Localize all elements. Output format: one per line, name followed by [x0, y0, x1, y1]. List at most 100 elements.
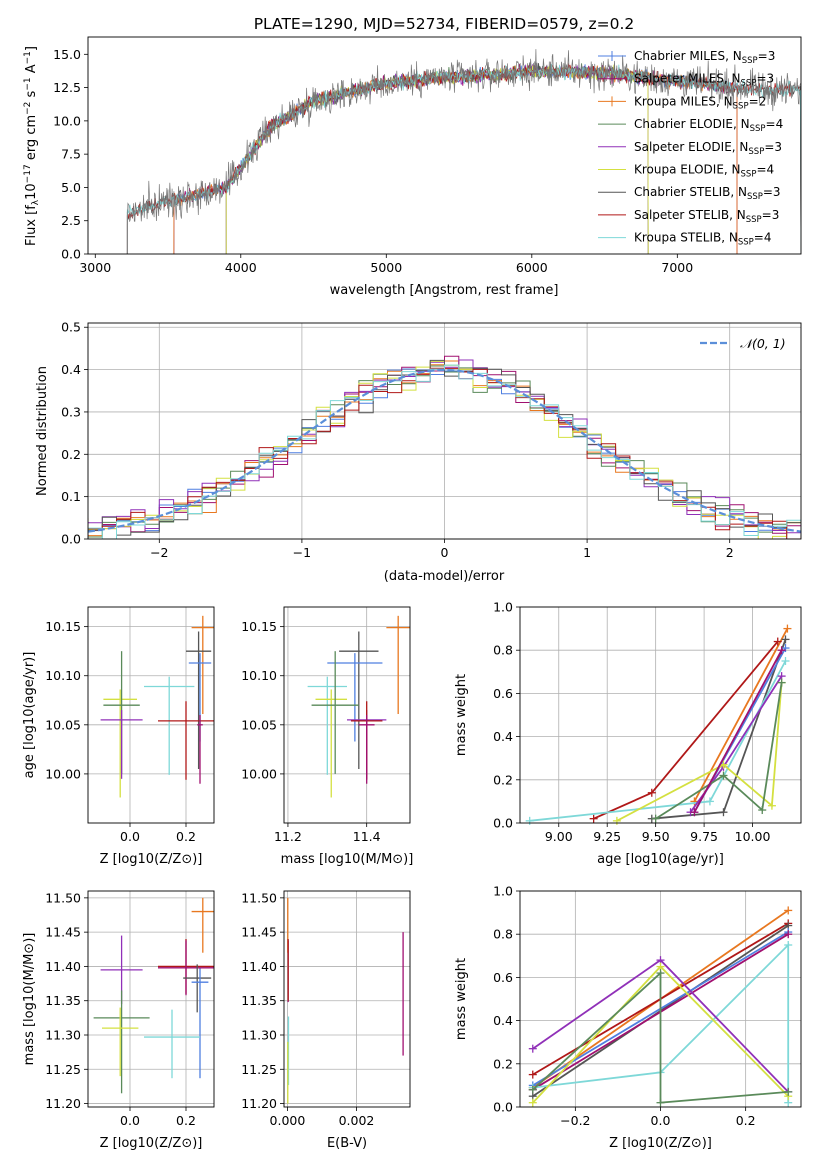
model-spectrum-line	[126, 62, 801, 254]
x-tick-label: −2	[150, 545, 168, 560]
legend-count: =2	[749, 94, 767, 108]
x-tick-label: 11.4	[353, 829, 381, 844]
legend-label: Salpeter STELIB, NSSP=3	[634, 208, 779, 225]
axes-frame	[519, 890, 802, 1108]
legend-label: Salpeter ELODIE, NSSP=3	[634, 140, 782, 157]
x-tick-label: 0.2	[176, 829, 196, 844]
x-tick-label: 0.0	[651, 1113, 671, 1128]
x-tick-label: 4000	[225, 260, 257, 275]
y-tick-label: 0.4	[61, 362, 81, 377]
x-tick-label: −1	[293, 545, 311, 560]
x-tick-label: 6000	[516, 260, 548, 275]
figure-title: PLATE=1290, MJD=52734, FIBERID=0579, z=0…	[254, 15, 635, 33]
y-tick-label: 11.20	[241, 1096, 277, 1111]
residuals-axes-frame	[87, 322, 802, 540]
residuals-legend: 𝒩(0, 1)	[700, 336, 786, 351]
legend-name: Chabrier ELODIE, N	[634, 117, 750, 131]
spectrum-axes-frame	[87, 36, 802, 255]
weight-line	[616, 682, 783, 822]
y-tick-label: 11.30	[45, 1028, 81, 1043]
weight-vs-age-panel: 9.00 9.25 9.50 9.75 10.00 0.0 0.2 0.4 0.6 0.8 1.0 a…	[454, 600, 802, 867]
legend-count: =3	[764, 140, 782, 154]
legend-label: Kroupa STELIB, NSSP=4	[634, 231, 772, 248]
x-tick-label: 0.000	[270, 1113, 306, 1128]
spectrum-ylabel-units: erg cm	[24, 115, 39, 164]
legend-count: =4	[766, 117, 784, 131]
residuals-axes: −2 −1 0 1 2 0.0 0.1 0.2 0.3 0.4 0.5	[61, 320, 801, 560]
y-tick-label: 2.5	[61, 213, 81, 228]
residuals-ylabel: Normed distribution	[35, 366, 50, 496]
spectrum-xlabel: wavelength [Angstrom, rest frame]	[330, 283, 559, 298]
weight-line	[532, 971, 789, 1104]
y-tick-label: 0.3	[61, 404, 81, 419]
y-tick-label: 11.50	[241, 890, 277, 905]
x-axis-label: mass [log10(M/M⊙)]	[281, 852, 414, 867]
model-spectrum-line	[225, 63, 649, 254]
weight-line	[693, 649, 783, 813]
legend-name: Kroupa STELIB, N	[634, 231, 738, 245]
legend-label: Kroupa MILES, NSSP=2	[634, 94, 766, 111]
legend-name: Salpeter ELODIE, N	[634, 140, 748, 154]
legend-sub: SSP	[746, 215, 762, 225]
y-tick-label: 0.0	[61, 532, 81, 547]
histogram-lines	[88, 355, 801, 539]
spectrum-axes: 3000 4000 5000 6000 7000 0.0 2.5 5.0 7.5 10.0 12.5…	[53, 47, 693, 275]
weight-vs-Z-panel: −0.2 0.0 0.2 0.0 0.2 0.4 0.6 0.8 1.0 Z [log10(Z/Z…	[454, 884, 802, 1151]
y-tick-label: 10.00	[45, 766, 81, 781]
spectrum-ylabel-sup: −17	[23, 164, 33, 183]
axes-frame	[87, 890, 215, 1108]
spectrum-ylabel-rest: 10	[24, 183, 39, 200]
y-tick-label: 11.40	[45, 959, 81, 974]
legend-label: Kroupa ELODIE, NSSP=4	[634, 163, 774, 180]
y-axis-label: age [log10(age/yr)]	[22, 652, 37, 779]
y-tick-label: 0.2	[493, 1056, 513, 1071]
spectrum-ylabel-sup2: −2	[23, 102, 33, 115]
legend-name: Kroupa MILES, N	[634, 94, 733, 108]
x-tick-label: 0.0	[120, 829, 140, 844]
weight-line	[532, 942, 790, 1103]
model-spectrum-line	[126, 63, 801, 254]
x-tick-label: 0.002	[339, 1113, 375, 1128]
residuals-panel: −2 −1 0 1 2 0.0 0.1 0.2 0.3 0.4 0.5 (data-model)/e…	[35, 320, 802, 584]
spectrum-ylabel-main: Flux [f	[24, 205, 39, 246]
x-axis-label: Z [log10(Z/Z⊙)]	[609, 1136, 712, 1151]
legend-label: Chabrier STELIB, NSSP=3	[634, 185, 781, 202]
legend-name: Kroupa ELODIE, N	[634, 163, 741, 177]
legend-sub: SSP	[733, 101, 749, 111]
y-tick-label: 11.50	[45, 890, 81, 905]
x-tick-label: 2	[726, 545, 734, 560]
axes-frame	[519, 606, 802, 824]
y-tick-label: 0.4	[493, 729, 513, 744]
y-axis-label: mass weight	[454, 674, 469, 756]
y-tick-label: 0.8	[493, 643, 513, 658]
residual-histogram	[88, 364, 801, 539]
x-axis-label: Z [log10(Z/Z⊙)]	[100, 1136, 203, 1151]
legend-count: =3	[762, 208, 780, 222]
legend-label: Chabrier MILES, NSSP=3	[634, 49, 775, 66]
y-tick-label: 0.1	[61, 489, 81, 504]
y-tick-label: 11.45	[45, 925, 81, 940]
y-tick-label: 10.15	[45, 619, 81, 634]
x-tick-label: 9.25	[593, 829, 621, 844]
x-tick-label: 11.2	[274, 829, 302, 844]
x-tick-label: 5000	[370, 260, 402, 275]
legend-sub: SSP	[741, 79, 757, 89]
y-tick-label: 0.0	[493, 1100, 513, 1115]
x-tick-label: 0.2	[176, 1113, 196, 1128]
spectrum-panel: 3000 4000 5000 6000 7000 0.0 2.5 5.0 7.5 10.0 12.5…	[23, 36, 802, 298]
normal-curve	[88, 368, 801, 533]
y-tick-label: 12.5	[53, 80, 81, 95]
y-tick-label: 11.35	[241, 993, 277, 1008]
y-axis-label: mass [log10(M/M⊙)]	[22, 933, 37, 1066]
y-tick-label: 10.15	[241, 619, 277, 634]
legend-count: =3	[756, 72, 774, 86]
y-tick-label: 10.10	[45, 668, 81, 683]
age-vs-mass-panel: 11.2 11.4 10.00 10.05 10.10 10.15 mass [log10(…	[241, 606, 414, 867]
legend-count: =3	[763, 185, 781, 199]
mass-vs-EBV-panel: 0.000 0.002 11.20 11.25 11.30 11.35 11.40 11.45…	[241, 890, 411, 1151]
y-tick-label: 11.25	[45, 1062, 81, 1077]
y-tick-label: 11.30	[241, 1028, 277, 1043]
residuals-plot-area	[88, 355, 801, 539]
y-tick-label: 0.4	[493, 1013, 513, 1028]
